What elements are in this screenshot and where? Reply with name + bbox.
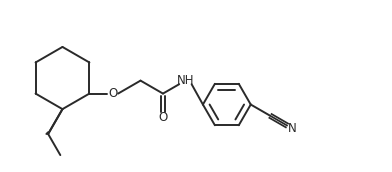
Text: O: O [108, 87, 117, 100]
Text: O: O [158, 111, 168, 124]
Text: NH: NH [177, 74, 194, 87]
Text: N: N [288, 122, 296, 135]
